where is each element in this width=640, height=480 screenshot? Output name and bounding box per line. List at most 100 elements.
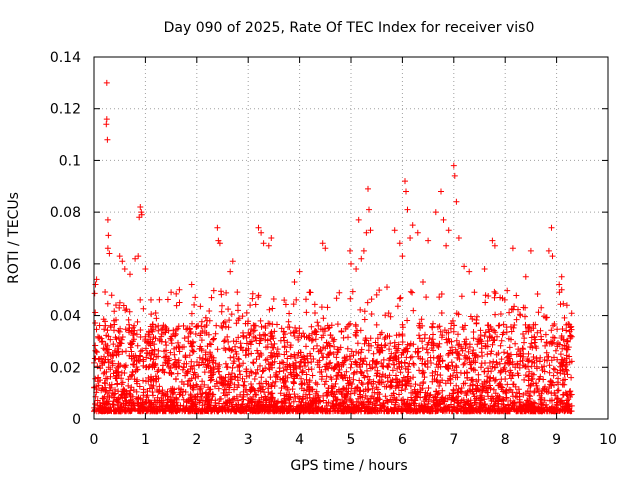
data-point [485,365,491,372]
data-point [303,296,309,303]
data-point [450,328,457,335]
data-point [278,385,285,391]
data-point [134,318,141,325]
data-point [526,403,533,410]
data-point [363,229,370,236]
data-point [439,357,446,364]
data-point [155,375,162,382]
data-point [461,360,468,367]
data-point [378,360,385,367]
data-point [341,358,348,364]
data-point [525,382,532,389]
data-point [187,329,194,335]
data-point [449,349,456,356]
data-point [508,405,515,412]
data-point [420,369,427,376]
data-point [281,351,288,358]
data-point [233,338,240,345]
data-point [441,404,448,411]
data-point [235,397,241,404]
data-point [190,402,197,409]
data-point [119,334,126,340]
data-point [212,402,219,409]
data-point [102,341,109,348]
data-point [464,374,471,381]
data-point [99,403,106,409]
data-point [152,335,159,342]
data-point [173,290,180,297]
data-point [470,329,477,335]
data-point [353,266,360,272]
data-point [135,395,142,402]
data-point [568,374,575,381]
data-point [187,394,194,401]
data-point [126,308,133,315]
data-point [350,371,357,377]
data-point [127,340,134,346]
data-point [362,392,369,399]
data-point [501,349,507,356]
data-point [445,362,452,369]
data-point [374,370,381,377]
data-point [299,367,306,374]
data-point [229,364,236,371]
data-point [524,397,530,404]
data-point [528,340,535,347]
data-point [508,375,515,382]
data-point [331,343,338,350]
data-point [126,408,133,414]
data-point [231,386,237,393]
data-point [119,406,126,413]
data-point [554,356,561,363]
data-point [446,392,453,399]
data-point [529,375,536,382]
data-point [560,300,567,307]
data-point [274,374,281,381]
data-point [164,396,171,403]
data-point [268,354,275,361]
data-point [423,346,430,353]
data-point [227,354,234,361]
data-point [550,372,557,379]
data-point [404,206,411,213]
data-point [228,347,235,354]
data-point [359,360,366,367]
data-point [183,370,190,376]
x-tick-label: 5 [347,432,356,448]
data-point [250,404,257,411]
data-point [104,375,111,382]
data-point [271,358,278,365]
x-axis-label: GPS time / hours [290,458,407,474]
data-point [168,337,175,343]
data-point [453,369,460,376]
data-point [246,331,253,338]
x-tick-label: 6 [398,432,407,448]
data-point [286,324,293,331]
data-point [113,316,119,323]
y-tick-label: 0.1 [59,153,81,169]
data-point [102,356,109,363]
data-point [318,368,325,375]
data-point [455,235,462,241]
data-point [550,365,557,372]
data-point [265,361,272,367]
data-point [542,342,549,349]
data-point [358,255,365,262]
data-point [112,334,119,341]
data-point [563,361,570,368]
data-point [372,339,379,346]
data-point [203,394,210,401]
data-point [380,402,387,409]
data-point [362,408,369,415]
data-point [195,407,202,414]
data-point [255,387,262,394]
data-point [199,328,206,335]
data-point [561,342,568,349]
data-point [467,382,474,389]
data-point [515,386,522,393]
data-point [479,353,486,359]
data-point [526,392,533,399]
data-point [507,397,514,404]
data-point [438,291,445,297]
data-point [148,311,155,318]
